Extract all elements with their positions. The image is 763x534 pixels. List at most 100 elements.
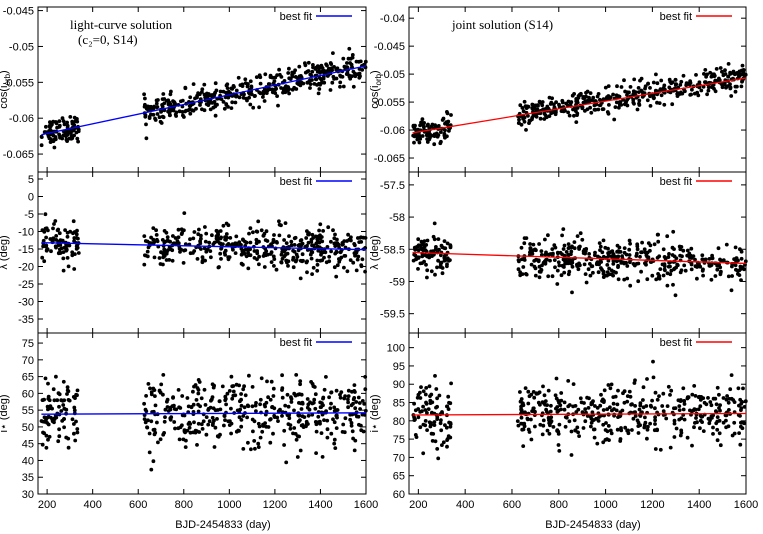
data-point — [679, 416, 684, 421]
data-point — [43, 212, 48, 217]
data-point — [733, 89, 738, 94]
data-point — [191, 251, 195, 255]
data-point — [170, 404, 175, 409]
data-point — [557, 263, 562, 268]
data-point — [588, 273, 593, 278]
left-row2-ytick-label: 60 — [22, 388, 34, 400]
data-point — [143, 102, 147, 107]
data-point — [183, 85, 188, 90]
data-point — [319, 63, 324, 68]
data-point — [627, 247, 632, 252]
data-point — [314, 451, 318, 455]
data-point — [322, 387, 327, 392]
data-point — [521, 444, 526, 448]
data-point — [48, 124, 53, 128]
data-point — [420, 117, 425, 122]
data-point — [667, 252, 671, 256]
data-point — [429, 421, 433, 425]
data-point — [687, 255, 692, 260]
data-point — [729, 94, 734, 98]
data-point — [247, 95, 252, 100]
data-point — [615, 84, 619, 89]
data-point — [416, 392, 421, 397]
data-point — [180, 423, 184, 428]
data-point — [661, 86, 666, 90]
data-point — [594, 262, 599, 267]
data-point — [678, 270, 683, 275]
data-point — [681, 248, 686, 253]
data-point — [441, 440, 446, 445]
data-point — [357, 401, 362, 405]
data-point — [201, 419, 206, 424]
data-point — [143, 114, 148, 119]
data-point — [204, 249, 209, 254]
data-point — [224, 103, 229, 107]
data-point — [52, 398, 57, 403]
data-point — [435, 134, 440, 139]
data-point — [572, 246, 577, 251]
data-point — [583, 419, 588, 424]
left-row1-fit-line — [41, 242, 367, 251]
data-point — [419, 239, 424, 244]
data-point — [532, 413, 537, 417]
data-point — [75, 388, 80, 393]
data-point — [639, 269, 643, 274]
data-point — [322, 255, 326, 260]
data-point — [188, 104, 193, 108]
data-point — [577, 247, 581, 251]
right-row0-legend-label: best fit — [660, 11, 692, 23]
data-point — [176, 227, 181, 232]
data-point — [671, 282, 675, 287]
data-point — [533, 409, 537, 414]
data-point — [145, 425, 150, 430]
data-point — [637, 407, 642, 412]
data-point — [612, 413, 616, 418]
data-point — [680, 91, 685, 96]
data-point — [672, 418, 677, 423]
data-point — [533, 273, 538, 278]
data-point — [317, 236, 321, 241]
data-point — [640, 240, 644, 245]
data-point — [59, 409, 64, 413]
data-point — [443, 423, 447, 427]
data-point — [161, 432, 166, 437]
data-point — [229, 374, 234, 379]
data-point — [694, 416, 698, 420]
left-row2-ytick-label: 75 — [22, 338, 34, 350]
data-point — [605, 437, 609, 441]
data-point — [160, 114, 165, 119]
data-point — [581, 251, 586, 256]
data-point — [661, 409, 666, 414]
data-point — [224, 232, 229, 236]
data-point — [173, 426, 177, 431]
data-point — [254, 75, 259, 79]
data-point — [186, 404, 191, 409]
right-row2-legend-label: best fit — [660, 337, 692, 349]
data-point — [592, 435, 597, 440]
data-point — [658, 447, 663, 452]
data-point — [580, 105, 585, 109]
data-point — [329, 401, 333, 406]
data-point — [448, 244, 453, 249]
data-point — [445, 262, 449, 267]
data-point — [152, 432, 157, 437]
data-point — [48, 140, 53, 145]
left-row2-ytick-label: 40 — [22, 455, 34, 467]
data-point — [436, 456, 441, 461]
data-point — [243, 81, 248, 85]
data-point — [353, 74, 358, 79]
data-point — [546, 252, 551, 257]
data-point — [214, 228, 219, 233]
data-point — [662, 264, 667, 269]
data-point — [589, 424, 593, 429]
data-point — [709, 277, 714, 282]
data-point — [606, 383, 611, 387]
data-point — [299, 392, 304, 397]
data-point — [196, 409, 201, 414]
data-point — [320, 455, 325, 459]
data-point — [526, 389, 531, 394]
data-point — [171, 396, 175, 400]
data-point — [435, 265, 439, 270]
data-point — [520, 421, 525, 426]
data-point — [251, 105, 256, 110]
